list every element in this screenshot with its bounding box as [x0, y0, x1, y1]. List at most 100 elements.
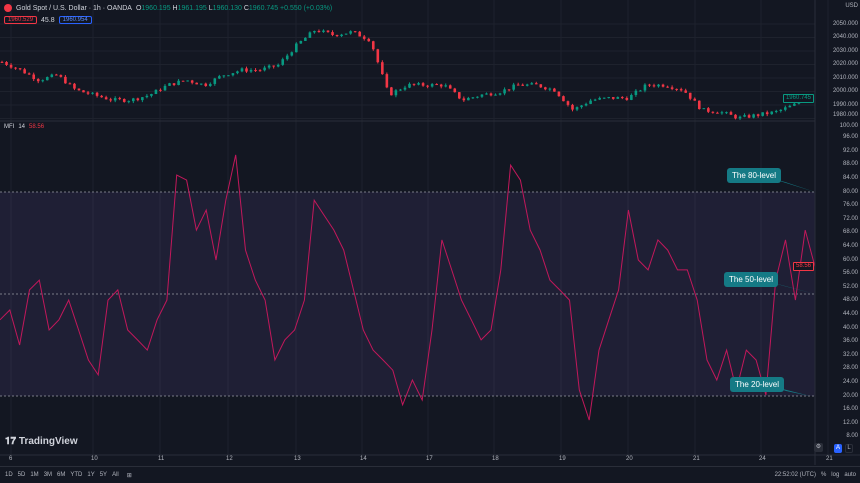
candle-body — [45, 77, 49, 81]
candle-body — [23, 69, 26, 74]
mfi-tick: 88.00 — [842, 161, 858, 168]
candle-body — [734, 114, 737, 119]
range-all[interactable]: All — [112, 472, 119, 478]
candle-body — [285, 55, 289, 60]
candle-body — [616, 97, 620, 99]
mfi-tick: 96.00 — [842, 134, 858, 141]
last-price-tag: 1960.745 — [782, 94, 814, 103]
candle-body — [249, 70, 253, 72]
candle-body — [163, 85, 167, 91]
candle-body — [439, 84, 443, 87]
candle-body — [367, 38, 371, 42]
candle-body — [132, 98, 135, 102]
candle-body — [5, 61, 8, 65]
candle-body — [711, 111, 715, 113]
candle-body — [326, 30, 330, 33]
symbol-title[interactable]: Gold Spot / U.S. Dollar · 1h · OANDA — [16, 4, 132, 12]
callout-80-level[interactable]: The 80-level — [727, 168, 782, 183]
candle-body — [539, 84, 543, 88]
candle-body — [385, 74, 389, 88]
candle-body — [258, 70, 262, 72]
candle-body — [444, 85, 448, 87]
indicator-name[interactable]: MFI — [4, 124, 15, 130]
candle-body — [186, 80, 189, 82]
range-1y[interactable]: 1Y — [87, 472, 95, 478]
candle-body — [557, 91, 561, 97]
candle-body — [208, 83, 212, 86]
legend-header: Gold Spot / U.S. Dollar · 1h · OANDA O19… — [4, 4, 332, 12]
candle-body — [322, 30, 325, 33]
candle-body — [503, 89, 506, 94]
candle-body — [14, 67, 17, 69]
mfi-tick: 84.00 — [842, 174, 858, 181]
candle-body — [693, 98, 697, 101]
mfi-tick: 60.00 — [842, 256, 858, 263]
tradingview-logo[interactable]: 𝟏𝟕 TradingView — [5, 436, 78, 447]
log-scale-button[interactable]: L — [845, 444, 853, 453]
candle-body — [59, 75, 63, 77]
auto-scale-button[interactable]: A — [834, 444, 842, 453]
range-6m[interactable]: 6M — [57, 472, 66, 478]
candle-body — [489, 93, 493, 96]
callout-50-level[interactable]: The 50-level — [724, 272, 779, 287]
candle-body — [544, 87, 547, 90]
price-tick: 2010.000 — [832, 74, 858, 81]
time-tick: 20 — [626, 456, 633, 462]
candle-body — [68, 83, 72, 85]
time-tick: 19 — [559, 456, 566, 462]
candle-body — [295, 43, 298, 53]
candle-body — [73, 83, 76, 89]
candle-body — [652, 85, 656, 87]
candle-body — [136, 98, 140, 101]
candle-body — [267, 65, 271, 68]
percent-toggle[interactable]: % — [820, 472, 827, 478]
candle-body — [589, 100, 592, 104]
candle-body — [630, 94, 633, 100]
candle-body — [643, 84, 647, 91]
candle-body — [0, 61, 4, 63]
time-tick: 6 — [9, 456, 13, 462]
candle-body — [50, 74, 54, 78]
indicator-length: 14 — [18, 124, 26, 130]
mfi-tick: 52.00 — [842, 283, 858, 290]
range-5y[interactable]: 5Y — [99, 472, 108, 478]
candle-body — [707, 108, 710, 112]
candle-body — [688, 92, 692, 99]
candle-body — [648, 84, 651, 86]
log-toggle[interactable]: log — [831, 472, 840, 478]
candle-body — [476, 96, 479, 98]
candle-body — [317, 30, 321, 33]
currency-label[interactable]: USD — [845, 3, 858, 9]
sell-button[interactable]: 1960.529 — [4, 16, 38, 24]
time-tick: 21 — [693, 456, 700, 462]
candle-body — [661, 84, 665, 87]
settings-gear-icon[interactable]: ⚙ — [814, 443, 823, 452]
candle-body — [82, 90, 85, 93]
range-1m[interactable]: 1M — [30, 472, 39, 478]
candle-body — [634, 90, 638, 95]
mfi-tick: 28.00 — [842, 365, 858, 372]
callout-20-level[interactable]: The 20-level — [730, 377, 785, 392]
candle-body — [91, 92, 94, 94]
range-3m[interactable]: 3M — [43, 472, 53, 478]
mfi-tick: 16.00 — [842, 406, 858, 413]
clock-time[interactable]: 22:52:02 (UTC) — [774, 472, 816, 478]
candle-body — [702, 108, 706, 110]
candle-body — [41, 80, 45, 82]
price-tick: 2000.000 — [832, 88, 858, 94]
candle-body — [566, 101, 570, 105]
range-5d[interactable]: 5D — [17, 472, 26, 478]
mfi-tick: 72.00 — [842, 215, 858, 222]
compare-date-icon[interactable]: ⊞ — [126, 472, 132, 479]
buy-button[interactable]: 1960.954 — [58, 16, 92, 24]
range-1d[interactable]: 1D — [5, 472, 13, 478]
range-ytd[interactable]: YTD — [70, 472, 83, 478]
candle-body — [340, 34, 343, 37]
candle-body — [480, 94, 484, 97]
candle-body — [218, 76, 221, 79]
candle-body — [204, 83, 208, 86]
candle-body — [453, 88, 457, 93]
auto-toggle[interactable]: auto — [844, 472, 856, 478]
price-tick: 1990.000 — [832, 101, 858, 108]
